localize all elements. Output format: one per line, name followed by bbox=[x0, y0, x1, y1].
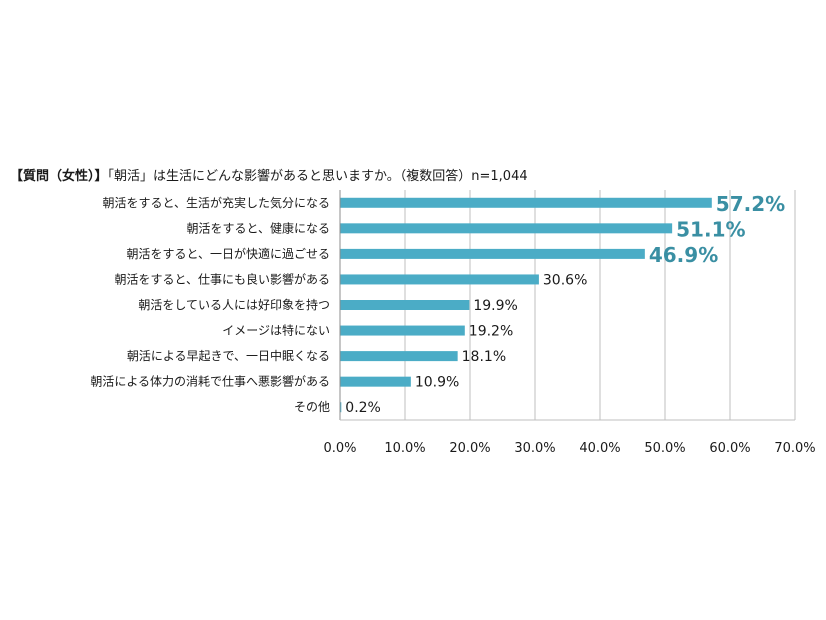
category-label: イメージは特にない bbox=[222, 323, 330, 338]
bar bbox=[340, 300, 470, 310]
bar bbox=[340, 402, 342, 413]
data-label: 0.2% bbox=[345, 400, 381, 416]
data-label: 10.9% bbox=[415, 375, 459, 391]
x-tick-label: 40.0% bbox=[579, 441, 620, 456]
x-tick-label: 60.0% bbox=[709, 441, 750, 456]
category-label: 朝活をすると、一日が快適に過ごせる bbox=[126, 246, 330, 261]
chart-title: 【質問（女性）】「朝活」は生活にどんな影響があると思いますか。（複数回答）n=1… bbox=[10, 165, 528, 184]
bar bbox=[340, 376, 411, 387]
data-label: 46.9% bbox=[649, 243, 718, 267]
category-label: 朝活をすると、健康になる bbox=[186, 220, 330, 235]
category-label: 朝活による体力の消耗で仕事へ悪影響がある bbox=[90, 374, 330, 389]
labels: 朝活をすると、生活が充実した気分になる 57.2% 朝活をすると、健康になる 51.1… bbox=[90, 192, 785, 416]
bar bbox=[340, 351, 458, 362]
bar bbox=[340, 325, 465, 336]
bar bbox=[340, 274, 539, 285]
bar bbox=[340, 223, 673, 234]
question-prefix: 【質問 bbox=[10, 169, 50, 184]
data-label: 19.9% bbox=[473, 298, 517, 314]
category-label: 朝活をすると、生活が充実した気分になる bbox=[102, 195, 330, 210]
category-label: 朝活による早起きで、一日中眠くなる bbox=[127, 348, 330, 363]
category-label: 朝活をすると、仕事にも良い影響がある bbox=[114, 271, 330, 286]
axis: 0.0% 10.0% 20.0% 30.0% 40.0% 50.0% 60.0% 70.0% bbox=[323, 190, 816, 456]
category-label: その他 bbox=[294, 400, 330, 414]
x-tick-label: 10.0% bbox=[384, 441, 425, 456]
bar bbox=[340, 248, 645, 259]
data-label: 51.1% bbox=[676, 217, 745, 241]
bars bbox=[340, 197, 712, 413]
bar bbox=[340, 197, 712, 208]
x-tick-label: 70.0% bbox=[774, 441, 815, 456]
x-tick-label: 0.0% bbox=[323, 441, 356, 456]
data-label: 18.1% bbox=[462, 349, 506, 365]
category-label: 朝活をしている人には好印象を持つ bbox=[138, 297, 330, 312]
x-tick-label: 20.0% bbox=[449, 441, 490, 456]
data-label: 19.2% bbox=[469, 324, 513, 340]
question-text: 「朝活」は生活にどんな影響があると思いますか。（複数回答）n=1,044 bbox=[107, 169, 528, 184]
data-label: 57.2% bbox=[716, 192, 785, 216]
data-label: 30.6% bbox=[543, 272, 587, 288]
question-tag: （女性）】 bbox=[49, 169, 108, 184]
x-tick-label: 30.0% bbox=[514, 441, 555, 456]
x-tick-label: 50.0% bbox=[644, 441, 685, 456]
